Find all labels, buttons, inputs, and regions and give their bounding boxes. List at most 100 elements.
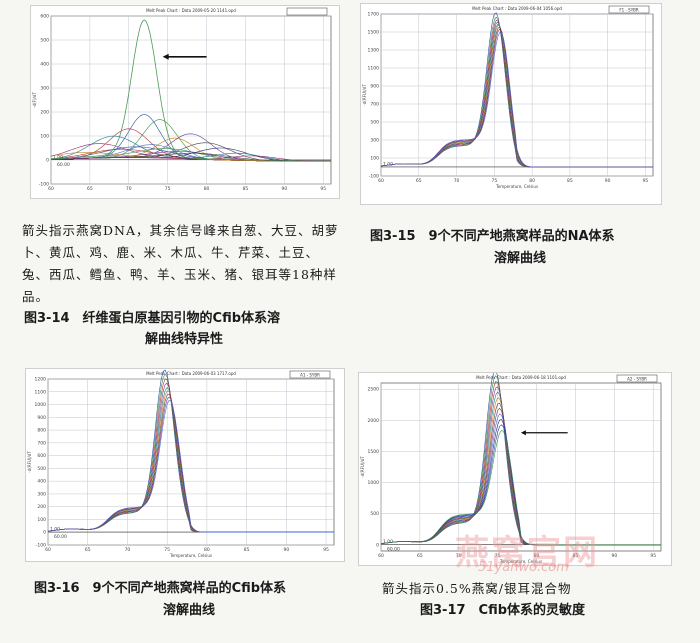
x-tick-label: 60: [378, 553, 384, 559]
x-tick-label: 80: [204, 186, 210, 192]
y-tick-label: 500: [37, 466, 46, 472]
fig3-14-title-line2: 解曲线特异性: [144, 332, 223, 347]
y-tick-label: 400: [40, 62, 49, 68]
x-tick-label: 85: [573, 553, 579, 559]
legend-label: F1 - SYBR: [619, 8, 639, 13]
x-tick-label: 75: [164, 547, 170, 553]
y-tick-label: 1500: [368, 449, 380, 455]
x-tick-label: 70: [126, 186, 132, 192]
y-tick-label: 2000: [368, 418, 380, 424]
start-temp-label: 60.00: [57, 162, 70, 168]
y-tick-label: 1000: [35, 402, 47, 408]
x-tick-label: 95: [323, 547, 329, 553]
y-tick-label: -100: [36, 543, 46, 549]
threshold-label: 1.00: [50, 527, 60, 533]
y-tick-label: -100: [39, 182, 49, 188]
fig3-14-note: 箭头指示燕窝DNA，其余信号峰来自葱、大豆、胡萝卜、黄瓜、鸡、鹿、米、木瓜、牛、…: [22, 223, 339, 304]
melt-curve: [380, 31, 653, 168]
chart-panel-fig3-15: Melt Peak Chart : Data 2009-06-04 1056.o…: [360, 3, 662, 205]
x-axis-label: Temperature, Celsius: [169, 553, 212, 558]
arrow-head: [520, 430, 526, 436]
y-tick-label: 500: [370, 511, 379, 517]
y-tick-label: 1500: [368, 30, 380, 36]
y-axis-label: -d(F)/dT: [32, 92, 37, 108]
watermark-url: 51yanwo.com: [478, 560, 569, 575]
x-tick-label: 85: [243, 186, 249, 192]
x-tick-label: 90: [281, 186, 287, 192]
x-tick-label: 80: [534, 553, 540, 559]
x-tick-label: 60: [378, 178, 384, 184]
legend-box: [616, 374, 658, 383]
x-axis-label: Temperature, Celsius: [499, 559, 542, 564]
y-tick-label: 300: [40, 86, 49, 92]
y-tick-label: 2500: [368, 387, 380, 393]
x-tick-label: 70: [456, 553, 462, 559]
y-tick-label: 100: [40, 134, 49, 140]
fig3-16-title-line1: 图3-16 9个不同产地燕窝样品的Cfib体系: [34, 581, 287, 596]
melt-peak-chart-fig3-16: Melt Peak Chart : Data 2009-06-03 1717.o…: [27, 369, 335, 558]
y-tick-label: 1200: [35, 377, 47, 383]
x-tick-label: 65: [85, 547, 91, 553]
y-tick-label: 300: [370, 138, 379, 144]
x-tick-label: 90: [605, 178, 611, 184]
melt-peak-chart-fig3-15: Melt Peak Chart : Data 2009-06-04 1056.o…: [362, 5, 654, 189]
y-tick-label: 400: [37, 479, 46, 485]
arrow-head: [162, 53, 169, 60]
plot-area: [47, 378, 335, 546]
y-tick-label: 500: [40, 38, 49, 44]
y-tick-label: 800: [37, 428, 46, 434]
x-tick-label: 85: [244, 547, 250, 553]
y-tick-label: 500: [370, 120, 379, 126]
x-axis-label: Temperature, Celsius: [495, 184, 538, 189]
chart-title: Melt Peak Chart : Data 2009-06-03 1717.o…: [146, 371, 236, 376]
melt-curve: [47, 399, 334, 533]
legend-box: [286, 7, 328, 16]
fig3-15-title-line2: 溶解曲线: [493, 251, 546, 266]
start-temp-label: 60.00: [387, 547, 400, 553]
x-tick-label: 65: [87, 186, 93, 192]
y-tick-label: 700: [370, 102, 379, 108]
legend-box: [289, 370, 331, 379]
y-tick-label: 100: [37, 517, 46, 523]
threshold-label: 1.00: [383, 161, 393, 167]
x-tick-label: 75: [165, 186, 171, 192]
y-axis-label: -d(RFU)/dT: [362, 84, 367, 106]
y-tick-label: 700: [37, 440, 46, 446]
fig3-17-note: 箭头指示0.5%燕窝/银耳混合物: [382, 581, 572, 596]
melt-curve-target: [50, 19, 331, 161]
chart-panel-fig3-14: Melt Peak Chart : Data 2009-05-20 1141.o…: [30, 5, 340, 199]
x-tick-label: 90: [611, 553, 617, 559]
x-tick-label: 65: [416, 178, 422, 184]
x-tick-label: 70: [125, 547, 131, 553]
x-tick-label: 75: [495, 553, 501, 559]
legend-label: A1 - SYBR: [300, 373, 320, 378]
chart-title: Melt Peak Chart : Data 2009-06-04 1056.o…: [472, 6, 562, 11]
x-tick-label: 60: [48, 186, 54, 192]
y-axis-label: -d(RFU)/dT: [27, 451, 32, 473]
y-tick-label: 900: [37, 415, 46, 421]
y-tick-label: 100: [370, 156, 379, 162]
melt-peak-chart-fig3-14: Melt Peak Chart : Data 2009-05-20 1141.o…: [32, 7, 332, 192]
y-tick-label: 1000: [368, 480, 380, 486]
start-temp-label: 60.00: [54, 534, 67, 540]
y-tick-label: 200: [37, 504, 46, 510]
fig3-17-title: 图3-17 Cfib体系的灵敏度: [420, 603, 586, 618]
melt-curve: [50, 155, 331, 162]
y-tick-label: 1700: [368, 12, 380, 18]
y-tick-label: 1100: [368, 66, 380, 72]
x-tick-label: 80: [529, 178, 535, 184]
chart-title: Melt Peak Chart : Data 2009-06-18 1101.o…: [476, 375, 566, 380]
y-tick-label: 200: [40, 110, 49, 116]
fig3-15-title-line1: 图3-15 9个不同产地燕窝样品的NA体系: [370, 229, 615, 244]
threshold-label: 1.00: [53, 154, 63, 160]
x-tick-label: 95: [320, 186, 326, 192]
melt-curve: [380, 429, 661, 546]
x-tick-label: 95: [650, 553, 656, 559]
y-tick-label: 600: [37, 453, 46, 459]
y-tick-label: 0: [46, 158, 49, 164]
x-tick-label: 70: [454, 178, 460, 184]
y-tick-label: 600: [40, 14, 49, 20]
chart-panel-fig3-17: Melt Peak Chart : Data 2009-06-18 1101.o…: [358, 372, 672, 566]
chart-panel-fig3-16: Melt Peak Chart : Data 2009-06-03 1717.o…: [25, 368, 345, 562]
y-tick-label: 0: [376, 542, 379, 548]
